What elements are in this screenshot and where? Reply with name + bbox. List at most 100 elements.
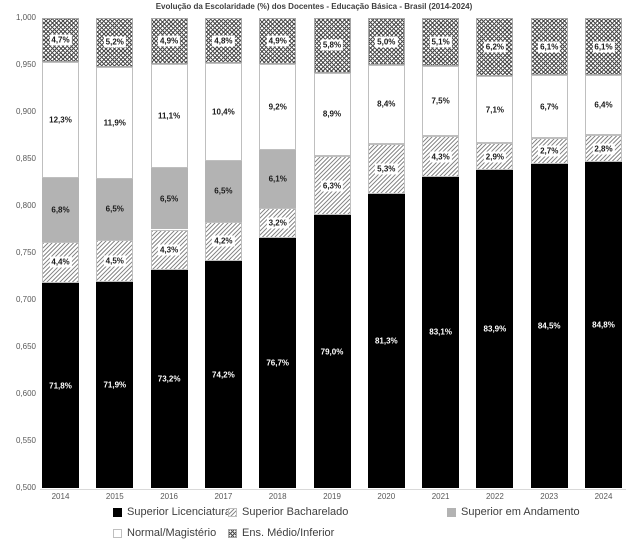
y-axis-tick-label: 0,500 <box>15 483 36 492</box>
bar-segment-normal-magist-rio <box>150 64 188 169</box>
bar-segment-label: 4,2% <box>212 235 235 247</box>
legend-label: Normal/Magistério <box>127 527 217 539</box>
bar-segment-label: 71,8% <box>49 381 72 391</box>
bar-segment-superior-licenciatura <box>476 170 514 488</box>
bar-segment-normal-magist-rio <box>476 76 514 143</box>
bar-segment-label: 6,2% <box>483 41 507 53</box>
bar-segment-label: 6,7% <box>540 102 559 112</box>
bar-segment-superior-bacharelado <box>585 135 622 162</box>
bar-segment-label: 11,9% <box>103 118 126 128</box>
x-axis-tick-label: 2019 <box>323 492 341 501</box>
legend-label: Ens. Médio/Inferior <box>242 527 335 539</box>
bar-segment-superior-licenciatura <box>367 193 405 488</box>
bar-segment-label: 2,8% <box>592 143 615 155</box>
legend-label: Superior em Andamento <box>461 506 580 518</box>
legend-swatch-superior-bacharelado <box>228 507 237 517</box>
bar-segment-label: 11,1% <box>157 111 181 121</box>
bar-segment-normal-magist-rio <box>585 75 622 136</box>
legend-item-ens-m-dio-inferior: Ens. Médio/Inferior <box>228 527 334 539</box>
bar-segment-label: 5,0% <box>375 36 398 47</box>
bar-segment-label: 2,7% <box>538 145 561 157</box>
bar-segment-label: 76,7% <box>266 358 290 368</box>
bar-segment-label: 83,1% <box>429 327 452 337</box>
y-axis-tick-label: 0,600 <box>15 389 36 398</box>
bar-segment-superior-em-andamento <box>204 160 242 222</box>
y-axis-tick-label: 0,950 <box>15 60 36 69</box>
bar-segment-superior-licenciatura <box>204 261 242 488</box>
bar-segment-label: 5,8% <box>320 39 344 51</box>
bar-segment-superior-em-andamento <box>96 178 134 240</box>
y-axis-tick-label: 0,800 <box>15 201 36 210</box>
bar-segment-label: 4,3% <box>157 244 181 256</box>
bar-segment-label: 12,3% <box>49 115 72 125</box>
bar-segment-label: 84,5% <box>537 321 561 331</box>
bar-segment-label: 6,1% <box>592 41 615 53</box>
bar-segment-label: 79,0% <box>320 347 344 357</box>
y-axis-tick-label: 1,000 <box>15 13 36 22</box>
legend-label: Superior Bacharelado <box>242 506 349 518</box>
bar-segment-label: 4,9% <box>266 35 289 47</box>
bar-segment-label: 6,5% <box>214 186 233 196</box>
bar-segment-label: 4,5% <box>103 255 126 267</box>
bar-segment-superior-licenciatura <box>42 283 79 488</box>
bar-segment-normal-magist-rio <box>42 62 79 178</box>
bar-segment-superior-licenciatura <box>422 176 460 488</box>
x-axis-tick-label: 2024 <box>594 492 613 501</box>
bar-segment-label: 6,8% <box>51 205 70 215</box>
bar-segment-label: 4,8% <box>212 35 235 47</box>
bar-segment-label: 8,9% <box>322 109 342 119</box>
bar-segment-normal-magist-rio <box>313 72 351 157</box>
y-axis-tick-label: 0,550 <box>15 436 36 445</box>
x-axis-tick-label: 2017 <box>214 492 233 501</box>
bar-segment-label: 83,9% <box>483 324 507 334</box>
bar-segment-label: 6,5% <box>105 204 124 214</box>
bar-segment-superior-bacharelado <box>367 143 405 194</box>
bar-segment-superior-em-andamento <box>42 177 79 242</box>
y-axis-tick-label: 0,900 <box>15 107 36 116</box>
bar-segment-label: 6,1% <box>268 174 287 184</box>
x-axis-tick-label: 2015 <box>105 492 124 501</box>
bar-segment-label: 9,2% <box>268 102 287 112</box>
x-axis-tick-label: 2016 <box>160 492 178 501</box>
x-axis-tick-label: 2020 <box>377 492 396 501</box>
x-axis-tick-label: 2023 <box>540 492 559 501</box>
legend-swatch-ens-m-dio-inferior <box>228 528 237 538</box>
x-axis-tick-label: 2022 <box>485 492 504 501</box>
bar-segment-label: 71,9% <box>103 380 127 390</box>
x-axis-tick-label: 2018 <box>268 492 287 501</box>
legend-swatch-normal-magist-rio <box>113 528 122 538</box>
bar-segment-normal-magist-rio <box>96 66 134 179</box>
chart-title: Evolução da Escolaridade (%) dos Docente… <box>155 2 473 11</box>
bar-segment-normal-magist-rio <box>367 65 405 144</box>
y-axis-tick-label: 0,850 <box>15 154 36 163</box>
bar-segment-superior-licenciatura <box>313 215 351 488</box>
y-axis-tick-label: 0,650 <box>15 342 36 351</box>
bar-segment-label: 4,9% <box>157 35 181 47</box>
bar-segment-label: 5,3% <box>375 163 398 175</box>
bar-segment-label: 4,7% <box>49 34 72 46</box>
legend-swatch-superior-em-andamento <box>447 507 456 517</box>
bar-segment-superior-bacharelado <box>42 241 79 284</box>
bar-segment-label: 6,4% <box>594 100 613 110</box>
bar-segment-superior-licenciatura <box>530 163 568 488</box>
legend-item-superior-em-andamento: Superior em Andamento <box>447 506 580 518</box>
bar-segment-label: 84,8% <box>592 320 615 330</box>
bar-segment-normal-magist-rio <box>422 65 460 137</box>
bar-segment-normal-magist-rio <box>530 75 568 139</box>
bar-segment-superior-licenciatura <box>96 282 134 488</box>
bar-segment-label: 73,2% <box>157 374 181 384</box>
bar-segment-superior-em-andamento <box>259 150 297 208</box>
bar-segment-superior-licenciatura <box>585 161 622 488</box>
bar-segment-label: 6,1% <box>538 41 561 53</box>
legend-item-normal-magist-rio: Normal/Magistério <box>113 527 216 539</box>
legend-label: Superior Licenciatura <box>127 506 231 518</box>
bar-segment-normal-magist-rio <box>204 63 242 161</box>
bar-segment-label: 7,5% <box>431 96 450 106</box>
bar-segment-label: 4,3% <box>429 151 452 163</box>
bar-segment-label: 4,4% <box>49 256 72 268</box>
x-axis-tick-label: 2021 <box>431 492 450 501</box>
bar-segment-normal-magist-rio <box>259 64 297 151</box>
bar-segment-ens-m-dio-inferior <box>422 18 460 66</box>
bar-segment-label: 3,2% <box>266 217 289 229</box>
